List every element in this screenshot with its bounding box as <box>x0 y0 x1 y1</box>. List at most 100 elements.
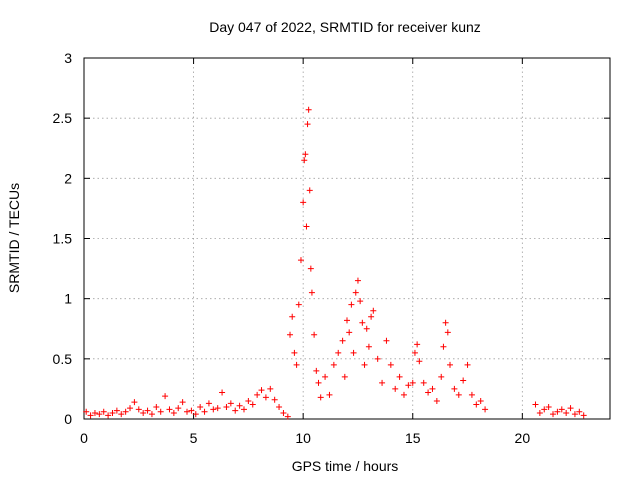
data-point <box>83 408 90 415</box>
data-point <box>205 400 212 407</box>
data-point <box>563 409 570 416</box>
data-point <box>240 406 247 413</box>
data-point <box>109 409 116 416</box>
data-point <box>157 408 164 415</box>
data-point <box>297 257 304 264</box>
data-point <box>350 349 357 356</box>
data-point <box>317 394 324 401</box>
data-point <box>245 397 252 404</box>
data-point <box>313 367 320 374</box>
data-point <box>354 277 361 284</box>
data-point <box>166 406 173 413</box>
data-point <box>368 313 375 320</box>
data-point <box>280 409 287 416</box>
data-point <box>464 361 471 368</box>
data-point <box>477 397 484 404</box>
data-point <box>254 391 261 398</box>
y-tick-label: 1 <box>64 291 72 307</box>
data-point <box>96 411 103 418</box>
data-point <box>383 337 390 344</box>
data-point <box>188 407 195 414</box>
data-point <box>300 199 307 206</box>
data-point <box>118 411 125 418</box>
data-point <box>122 408 129 415</box>
data-point <box>387 361 394 368</box>
data-point <box>153 403 160 410</box>
data-point <box>359 319 366 326</box>
plot-frame <box>83 57 611 420</box>
data-point <box>258 387 265 394</box>
data-point <box>554 408 561 415</box>
x-tick-label: 5 <box>190 430 198 446</box>
data-point <box>249 401 256 408</box>
data-point <box>400 391 407 398</box>
data-point <box>304 121 311 128</box>
y-tick-label: 3 <box>64 50 72 66</box>
y-tick-label: 0 <box>64 411 72 427</box>
data-point <box>100 408 107 415</box>
data-point <box>370 307 377 314</box>
tick-labels: 0 5 10 15 20 0 0.5 1 1.5 2 2.5 3 <box>53 50 531 446</box>
data-point <box>482 406 489 413</box>
data-point <box>214 405 221 412</box>
x-tick-label: 0 <box>80 430 88 446</box>
data-point <box>291 349 298 356</box>
data-point <box>374 355 381 362</box>
data-point <box>405 382 412 389</box>
data-point <box>396 373 403 380</box>
data-point <box>210 406 217 413</box>
data-point <box>236 402 243 409</box>
data-point <box>306 187 313 194</box>
data-point <box>558 406 565 413</box>
data-point <box>433 397 440 404</box>
data-point <box>409 379 416 386</box>
data-point <box>315 379 322 386</box>
data-point <box>219 389 226 396</box>
data-point <box>392 385 399 392</box>
data-point <box>330 361 337 368</box>
data-point <box>411 349 418 356</box>
x-tick-label: 20 <box>515 430 531 446</box>
data-point <box>302 151 309 158</box>
data-point <box>460 377 467 384</box>
data-point <box>357 298 364 305</box>
data-point <box>140 409 147 416</box>
tick-marks <box>83 57 610 420</box>
data-point <box>473 401 480 408</box>
data-point <box>307 265 314 272</box>
data-point <box>576 408 583 415</box>
data-point <box>567 405 574 412</box>
data-point <box>284 413 291 420</box>
data-point <box>289 313 296 320</box>
data-point <box>429 385 436 392</box>
data-point <box>361 361 368 368</box>
data-point <box>113 407 120 414</box>
data-point <box>148 411 155 418</box>
data-point <box>127 405 134 412</box>
data-point <box>414 341 421 348</box>
data-point <box>379 379 386 386</box>
data-point <box>295 301 302 308</box>
data-point <box>131 399 138 406</box>
data-point <box>276 403 283 410</box>
data-point <box>322 373 329 380</box>
data-point <box>438 373 445 380</box>
data-point <box>201 408 208 415</box>
data-point <box>91 409 98 416</box>
data-point <box>425 389 432 396</box>
data-point <box>416 358 423 365</box>
data-point <box>144 407 151 414</box>
y-tick-label: 1.5 <box>53 231 73 247</box>
data-point <box>550 411 557 418</box>
data-point <box>363 325 370 332</box>
data-point <box>311 331 318 338</box>
data-point <box>293 361 300 368</box>
data-point <box>346 329 353 336</box>
data-point <box>571 411 578 418</box>
data-point <box>262 394 269 401</box>
data-point <box>536 409 543 416</box>
data-point <box>580 412 587 419</box>
data-point <box>87 412 94 419</box>
data-point <box>344 317 350 324</box>
